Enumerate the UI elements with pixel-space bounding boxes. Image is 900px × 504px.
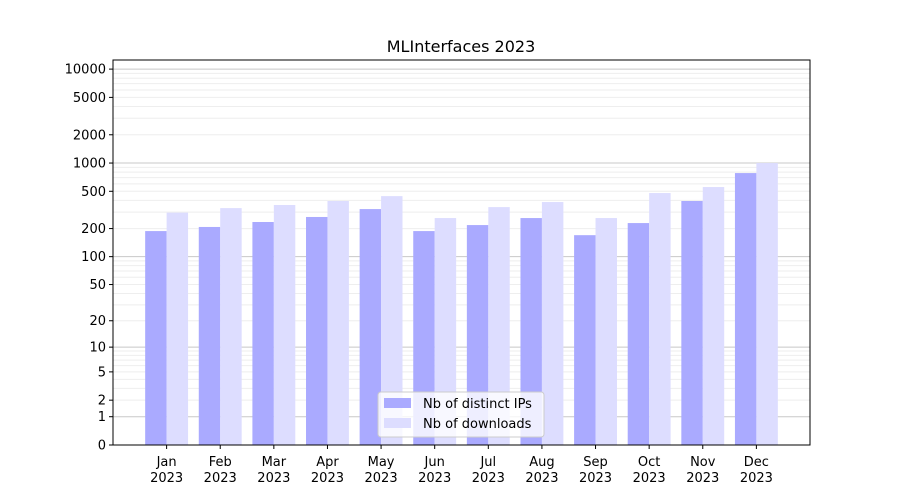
x-tick-label-month: Feb [209,455,232,470]
y-tick-label: 10000 [65,63,106,78]
x-tick-label-year: 2023 [686,471,719,486]
y-tick-label: 200 [81,222,106,237]
bar-downloads [220,208,242,445]
y-axis: 0 12 5 10 20 50 100 200 500 1000 2000 5000 10000 [65,63,113,454]
bar-distinct-ips [198,226,221,445]
x-tick-label-month: Nov [690,455,716,470]
x-axis: Jan2023Feb2023Mar2023Apr2023May2023Jun20… [150,445,773,486]
x-tick-label-year: 2023 [633,471,666,486]
bar-distinct-ips [681,200,703,445]
legend-swatch [384,398,411,408]
y-tick-label: 100 [81,250,106,265]
y-tick-label: 10 [89,341,106,356]
legend-label: Nb of downloads [423,417,532,432]
bar-downloads [702,187,725,445]
x-tick-label-month: Apr [316,455,339,470]
x-tick-label-year: 2023 [579,471,612,486]
x-tick-label-month: Jan [156,455,177,470]
bar-distinct-ips [359,209,382,445]
bar-downloads [595,218,617,445]
y-tick-label: 500 [81,185,106,200]
legend-swatch [384,418,411,428]
bar-distinct-ips [520,218,542,445]
x-tick-label-month: May [368,455,395,470]
bar-distinct-ips [734,173,757,445]
x-tick-label-year: 2023 [740,471,773,486]
bar-distinct-ips [627,223,650,445]
x-tick-label-year: 2023 [525,471,558,486]
y-tick-label: 1 [98,410,106,425]
bar-downloads [434,218,457,445]
plot-frame [112,59,811,446]
legend-label: Nb of distinct IPs [423,397,532,412]
x-tick-label-month: Jul [479,455,496,470]
x-tick-label-year: 2023 [257,471,290,486]
x-tick-label-year: 2023 [418,471,451,486]
chart-title: MLInterfaces 2023 [387,37,536,56]
x-tick-label-year: 2023 [365,471,398,486]
bar-downloads [756,163,778,445]
bar-downloads [327,200,349,445]
y-tick-label: 5000 [73,91,106,106]
x-tick-label-month: Dec [744,455,769,470]
y-tick-label: 2 [98,394,106,409]
x-tick-label-month: Jun [424,455,445,470]
bar-distinct-ips [145,231,167,445]
x-tick-label-year: 2023 [204,471,237,486]
bar-distinct-ips [252,222,274,445]
y-tick-label: 0 [98,439,106,454]
bar-distinct-ips [466,225,489,445]
bar-downloads [649,193,671,445]
bar-distinct-ips [306,216,328,445]
legend-box [377,391,545,438]
x-tick-label-month: Mar [262,455,287,470]
y-tick-label: 20 [89,314,106,329]
x-tick-label-year: 2023 [472,471,505,486]
y-tick-label: 5 [98,365,106,380]
x-tick-label-month: Oct [638,455,660,470]
bar-downloads [166,212,189,445]
x-tick-label-year: 2023 [150,471,183,486]
x-tick-label-month: Sep [583,455,608,470]
y-tick-label: 2000 [73,128,106,143]
x-tick-label-month: Aug [529,455,554,470]
legend: Nb of distinct IPs Nb of downloads [377,391,545,438]
bar-downloads [381,196,403,445]
bar-distinct-ips [574,235,596,445]
y-tick-label: 1000 [73,157,106,172]
x-tick-label-year: 2023 [311,471,344,486]
bar-downloads [273,205,296,445]
bar-downloads [541,202,564,445]
y-tick-label: 50 [89,278,106,293]
bar-downloads [488,207,510,445]
